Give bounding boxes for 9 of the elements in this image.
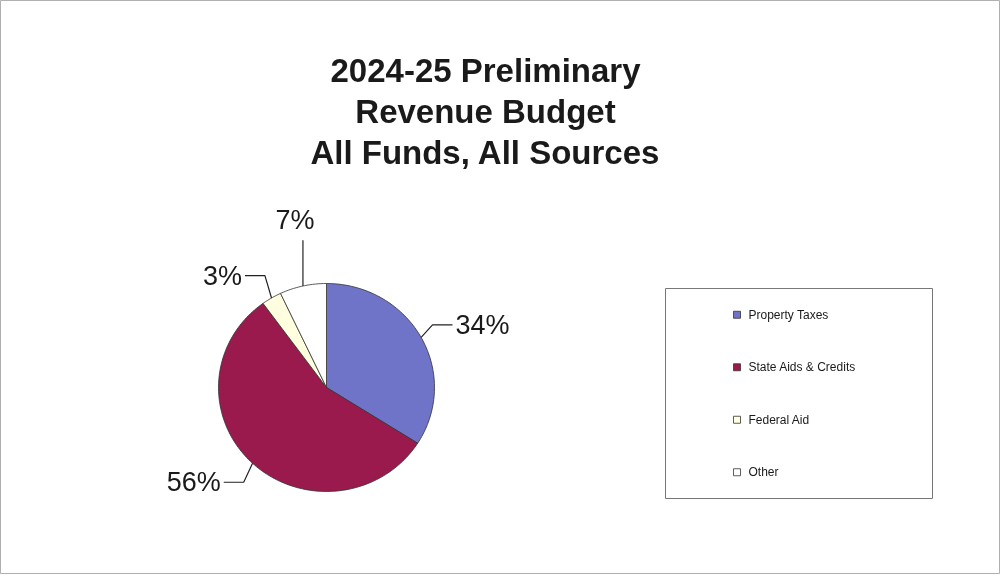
data-label: 56%	[166, 467, 221, 498]
legend-label: Federal Aid	[748, 412, 810, 427]
data-label: 3%	[202, 260, 242, 291]
legend-label: State Aids & Credits	[748, 360, 856, 375]
chart-title: 2024-25 Preliminary Revenue Budget All Funds, All Sources	[310, 52, 660, 171]
legend-label: Property Taxes	[748, 307, 829, 322]
data-label: 7%	[275, 205, 315, 236]
legend-label: Other	[748, 465, 779, 480]
data-label: 34%	[455, 309, 510, 340]
